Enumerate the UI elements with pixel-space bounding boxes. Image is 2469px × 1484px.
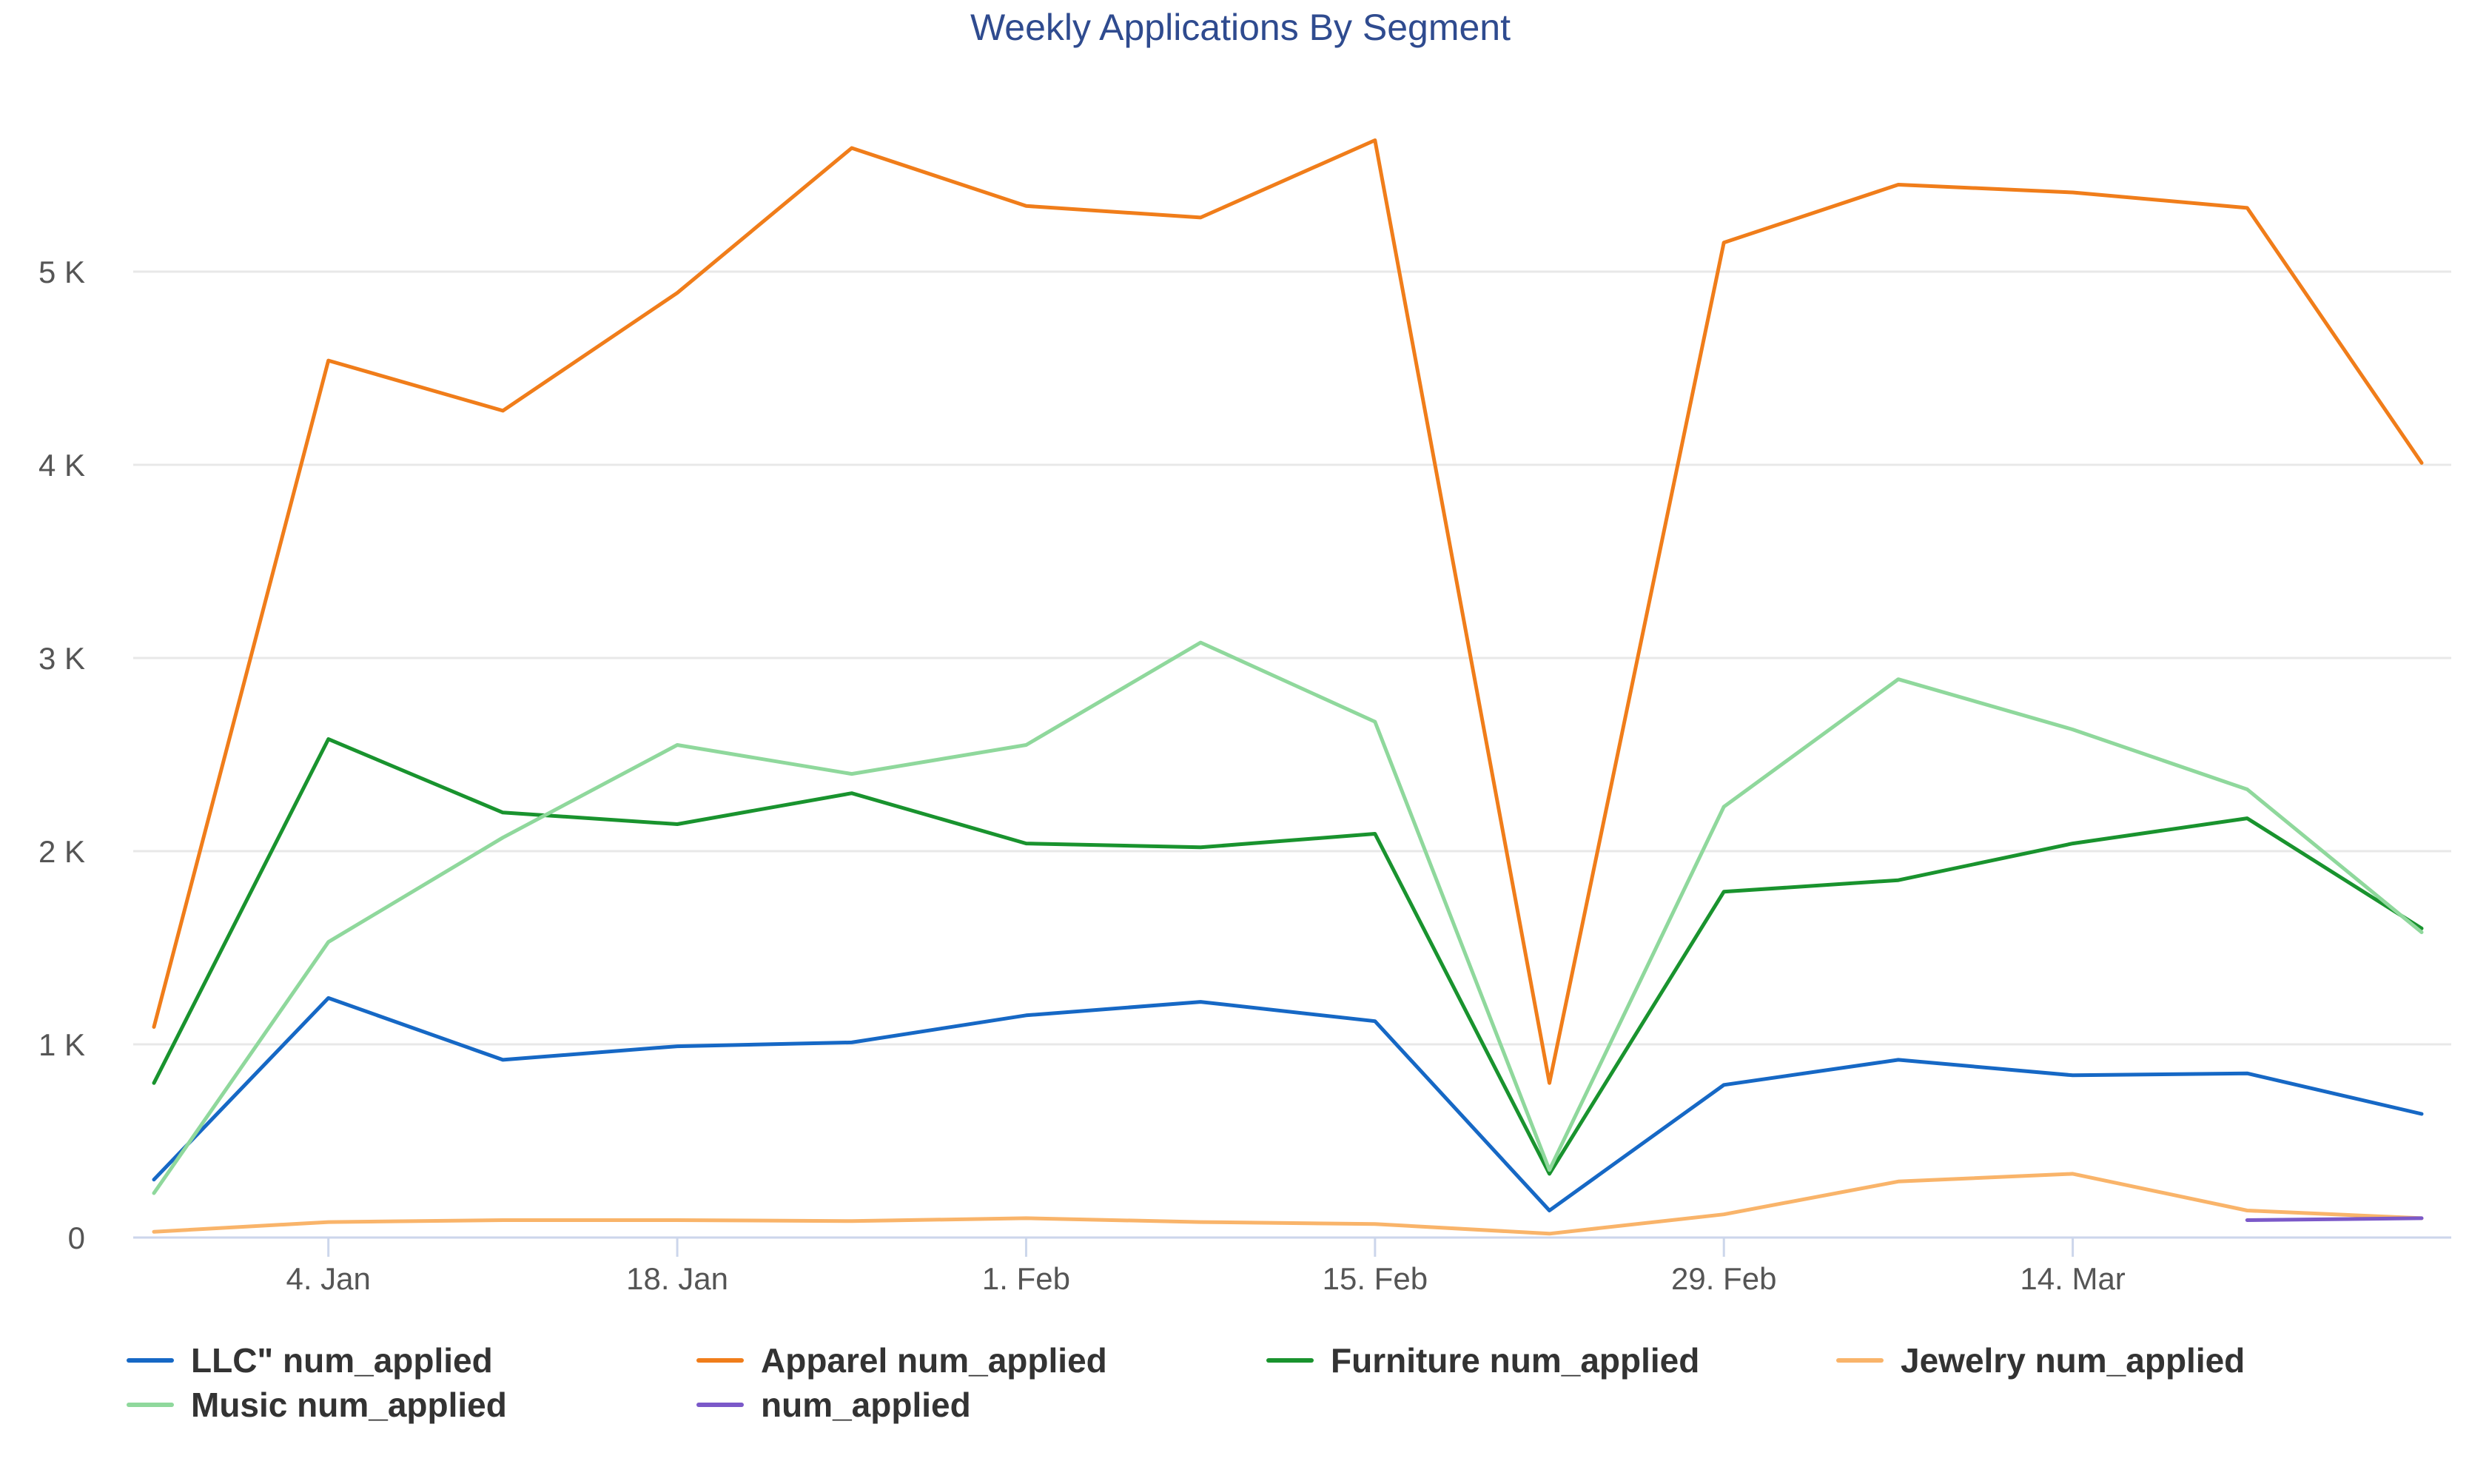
x-tick-label: 1. Feb bbox=[982, 1261, 1070, 1296]
legend-label: Jewelry num_applied bbox=[1901, 1341, 2245, 1380]
y-tick-label: 4 K bbox=[38, 448, 85, 483]
y-tick-label: 1 K bbox=[38, 1027, 85, 1062]
series-line-music-num-applied[interactable] bbox=[152, 640, 2424, 1195]
legend-item[interactable]: Music num_applied bbox=[127, 1386, 507, 1424]
legend-label: num_applied bbox=[761, 1386, 971, 1424]
y-tick-label: 3 K bbox=[38, 641, 85, 676]
legend-label: Music num_applied bbox=[191, 1386, 507, 1424]
series-line-jewelry-num-applied[interactable] bbox=[152, 1172, 2424, 1236]
legend-item[interactable]: num_applied bbox=[696, 1386, 971, 1424]
y-axis-tick-labels: 0 1 K 2 K 3 K 4 K 5 K bbox=[38, 255, 85, 1255]
series-line-apparel-num-applied[interactable] bbox=[152, 138, 2424, 1085]
legend-item[interactable]: Furniture num_applied bbox=[1266, 1341, 1699, 1380]
x-tick-label: 4. Jan bbox=[286, 1261, 370, 1296]
x-tick-label: 29. Feb bbox=[1671, 1261, 1776, 1296]
legend: LLC" num_applied Apparel num_applied Furni… bbox=[127, 1341, 2245, 1424]
series-line-num-applied[interactable] bbox=[2245, 1216, 2424, 1222]
x-tick-label: 14. Mar bbox=[2020, 1261, 2125, 1296]
x-axis-ticks: 4. Jan 18. Jan 1. Feb 15. Feb 29. Feb 14. Mar bbox=[286, 1238, 2126, 1296]
x-tick-label: 18. Jan bbox=[626, 1261, 728, 1296]
legend-item[interactable]: Jewelry num_applied bbox=[1836, 1341, 2245, 1380]
legend-label: LLC" num_applied bbox=[191, 1341, 493, 1380]
x-tick-label: 15. Feb bbox=[1323, 1261, 1428, 1296]
legend-item[interactable]: Apparel num_applied bbox=[696, 1341, 1107, 1380]
y-tick-label: 0 bbox=[68, 1221, 85, 1255]
grid-lines bbox=[133, 270, 2451, 1046]
legend-item[interactable]: LLC" num_applied bbox=[127, 1341, 493, 1380]
y-tick-label: 2 K bbox=[38, 834, 85, 869]
legend-label: Furniture num_applied bbox=[1331, 1341, 1699, 1380]
series-lines bbox=[152, 138, 2424, 1236]
series-line-furniture-num-applied[interactable] bbox=[152, 737, 2424, 1176]
y-tick-label: 5 K bbox=[38, 255, 85, 289]
legend-label: Apparel num_applied bbox=[761, 1341, 1107, 1380]
chart-title: Weekly Applications By Segment bbox=[970, 7, 1511, 48]
series-line-llc-num-applied[interactable] bbox=[152, 996, 2424, 1212]
